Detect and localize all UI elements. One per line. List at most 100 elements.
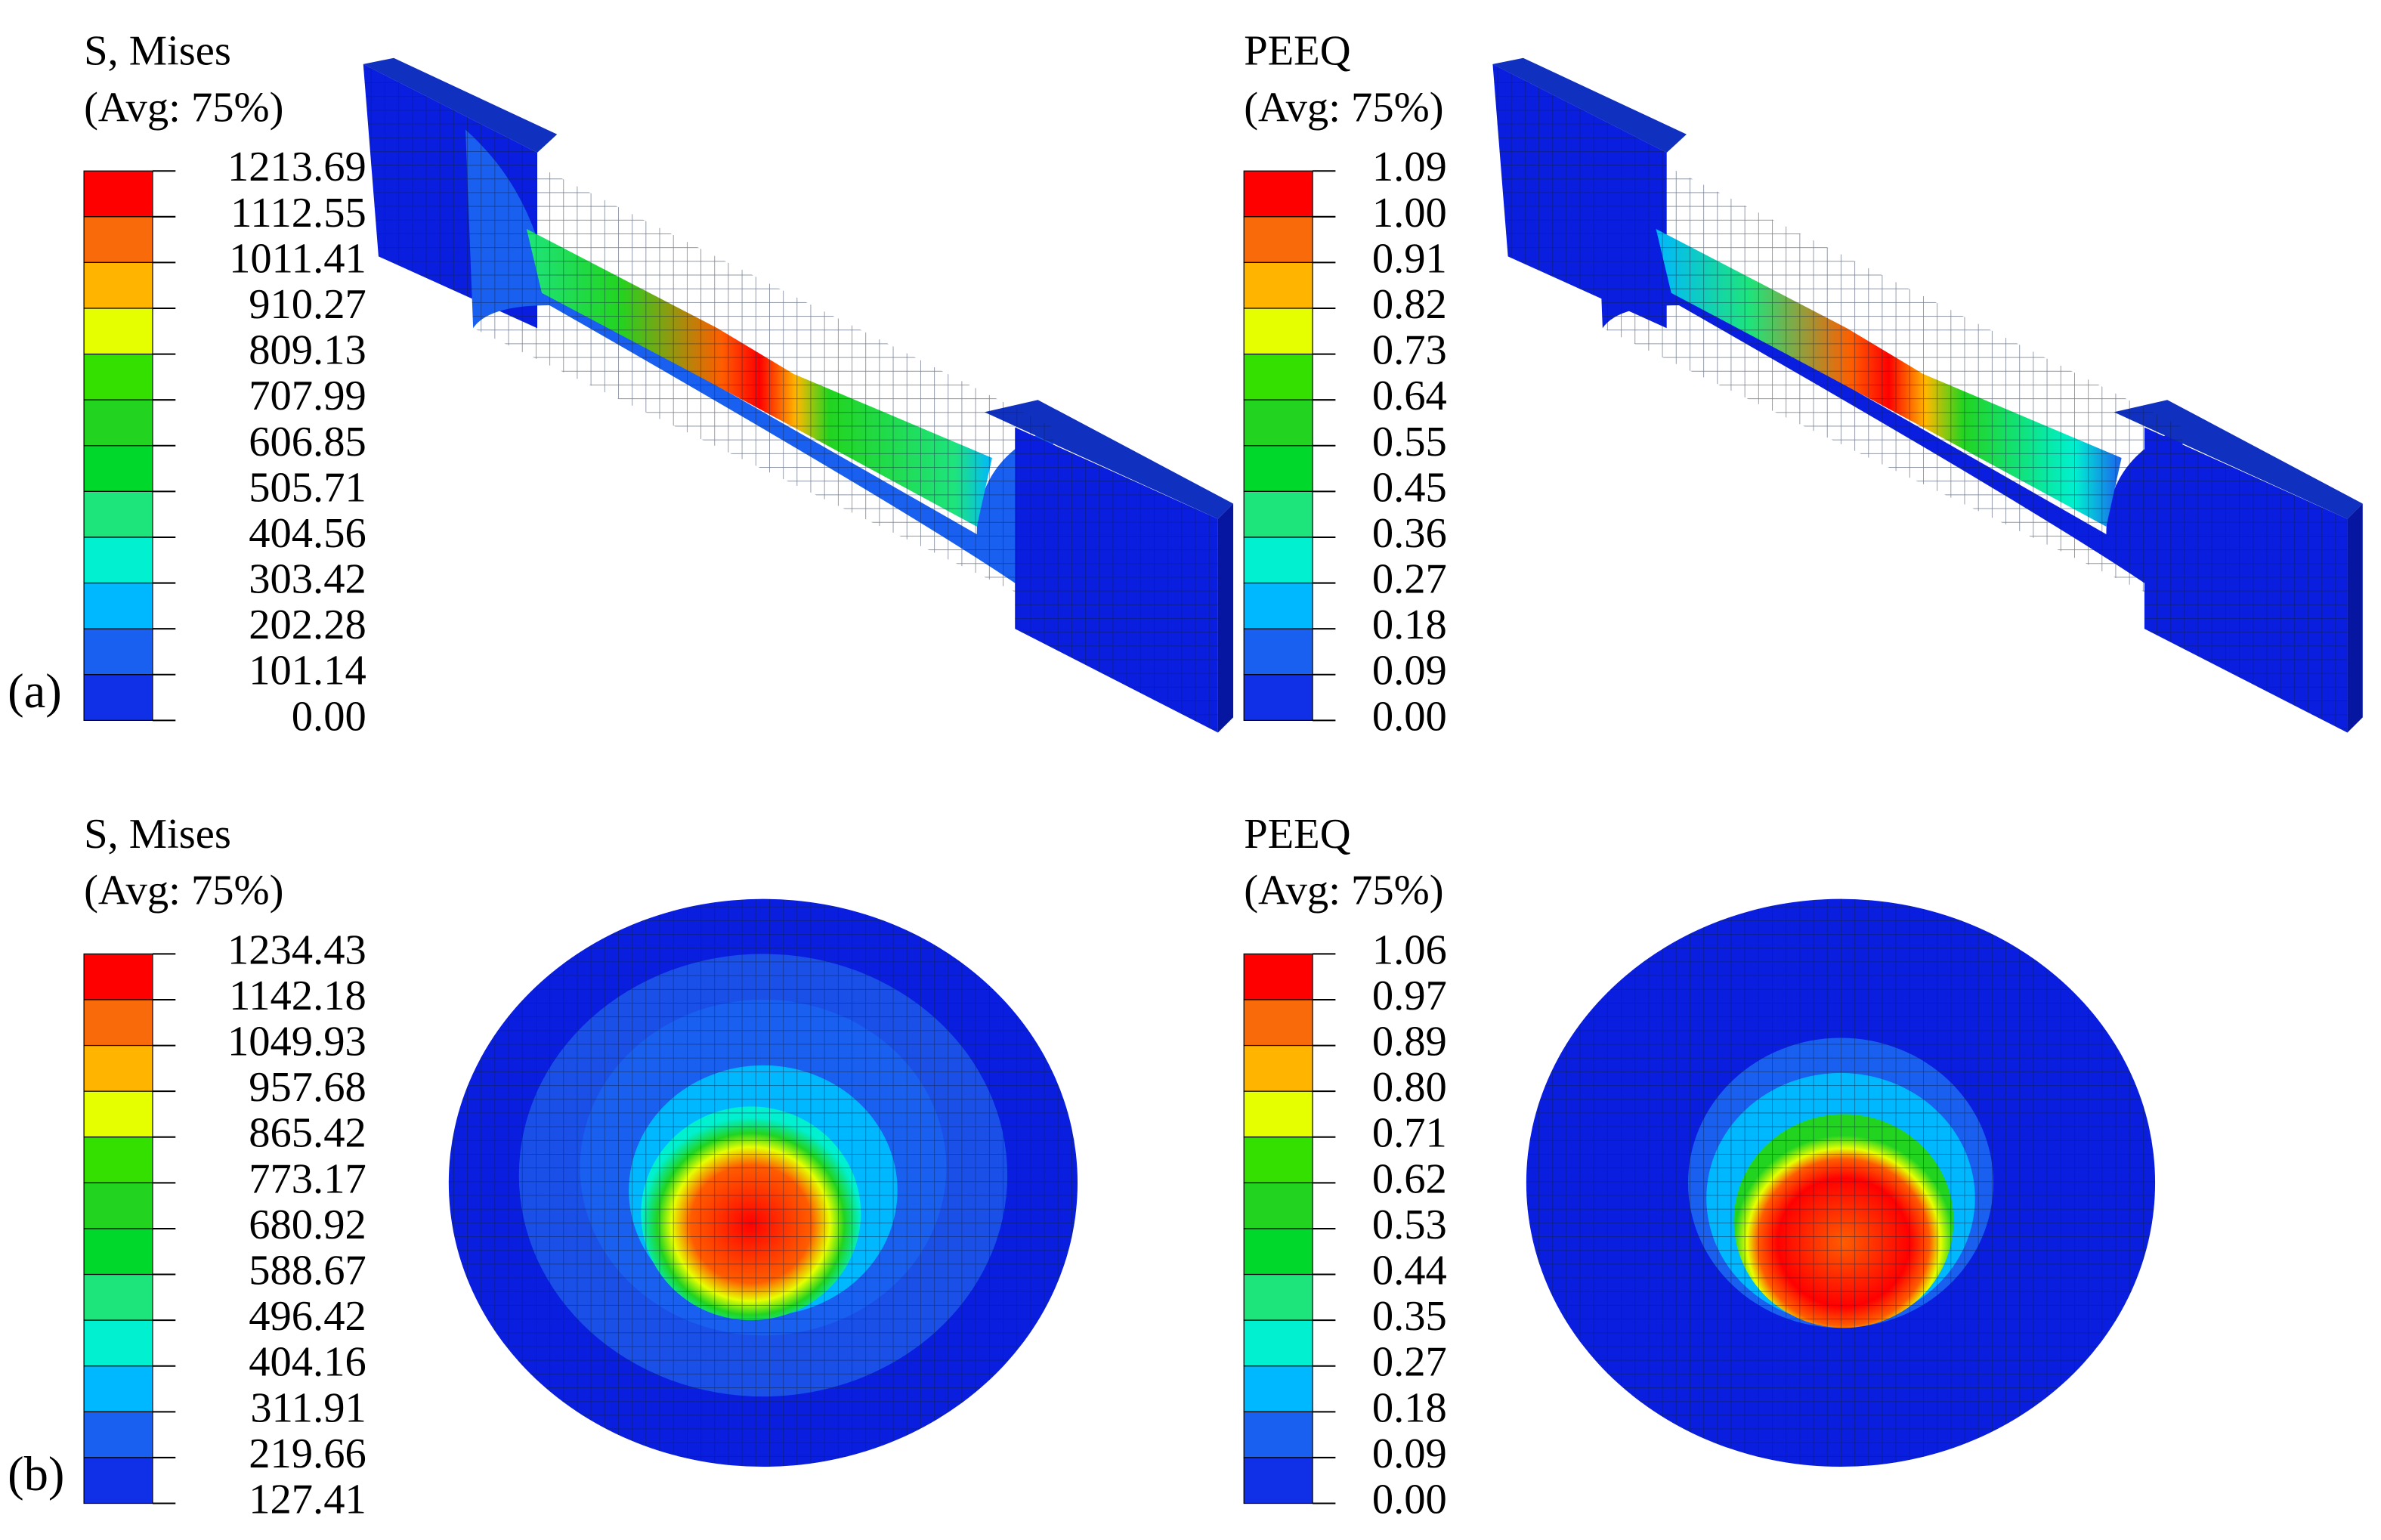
legend-band xyxy=(1243,1090,1313,1138)
legend-label: 0.64 xyxy=(1372,373,1447,419)
legend-band xyxy=(83,628,153,676)
legend-band xyxy=(83,170,153,218)
legend-band xyxy=(1243,1044,1313,1092)
legend-label: 0.18 xyxy=(1372,601,1447,648)
legend-subtitle: (Avg: 75%) xyxy=(1244,867,1443,914)
legend-band xyxy=(83,582,153,629)
legend-title: PEEQ xyxy=(1244,811,1350,858)
legend-label: 588.67 xyxy=(249,1248,366,1294)
legend-band xyxy=(83,1228,153,1276)
legend-label: 0.82 xyxy=(1372,281,1447,328)
panel-label: (a) xyxy=(8,663,62,718)
legend-label: 404.56 xyxy=(249,510,366,557)
legend-band xyxy=(83,1136,153,1183)
legend-label: 1049.93 xyxy=(227,1019,366,1065)
specimen-mises xyxy=(363,57,1234,733)
legend-band xyxy=(1243,1411,1313,1458)
legend-band xyxy=(83,1319,153,1367)
legend-band xyxy=(1243,1365,1313,1412)
legend-label: 0.73 xyxy=(1372,327,1447,374)
legend-label: 0.55 xyxy=(1372,419,1447,465)
legend-label: 303.42 xyxy=(249,556,366,603)
legend-subtitle: (Avg: 75%) xyxy=(84,84,283,131)
legend-label: 311.91 xyxy=(250,1384,366,1431)
legend-band xyxy=(1243,953,1313,1000)
legend-band xyxy=(83,490,153,538)
legend-band xyxy=(83,1365,153,1412)
legend-label: 505.71 xyxy=(249,464,366,511)
legend-label: 0.44 xyxy=(1372,1248,1447,1294)
cup-mises xyxy=(448,898,1078,1467)
legend-label: 127.41 xyxy=(249,1477,366,1523)
legend-band xyxy=(83,1411,153,1458)
legend-title: S, Mises xyxy=(84,811,231,858)
legend-label: 0.00 xyxy=(292,693,366,740)
legend-label: 0.71 xyxy=(1372,1110,1447,1157)
legend-subtitle: (Avg: 75%) xyxy=(1244,84,1443,131)
legend-band xyxy=(1243,399,1313,447)
legend-band xyxy=(83,953,153,1000)
legend-label: 0.00 xyxy=(1372,1477,1447,1523)
legend-label: 0.27 xyxy=(1372,1339,1447,1386)
legend-band xyxy=(1243,1136,1313,1183)
legend-band xyxy=(83,308,153,355)
legend-band xyxy=(1243,1273,1313,1321)
legend-band xyxy=(83,674,153,721)
legend-subtitle: (Avg: 75%) xyxy=(84,867,283,914)
legend-label: 0.89 xyxy=(1372,1019,1447,1065)
legend-label: 0.97 xyxy=(1372,973,1447,1019)
legend-label: 707.99 xyxy=(249,373,366,419)
legend-label: 404.16 xyxy=(249,1339,366,1386)
legend-label: 202.28 xyxy=(249,601,366,648)
legend-band xyxy=(1243,674,1313,721)
legend-label: 910.27 xyxy=(249,281,366,328)
legend-label: 957.68 xyxy=(249,1064,366,1111)
cup-peeq xyxy=(1526,898,2156,1467)
legend-band xyxy=(1243,261,1313,309)
legend-label: 0.53 xyxy=(1372,1201,1447,1248)
legend-band xyxy=(83,1273,153,1321)
legend-label: 773.17 xyxy=(249,1155,366,1202)
legend-label: 496.42 xyxy=(249,1293,366,1340)
legend-band xyxy=(83,537,153,584)
legend-label: 1142.18 xyxy=(229,973,366,1019)
legend-label: 1213.69 xyxy=(227,144,366,190)
panel-label: (b) xyxy=(8,1446,64,1501)
legend-band xyxy=(1243,216,1313,264)
legend-label: 101.14 xyxy=(249,648,366,694)
legend-label: 0.27 xyxy=(1372,556,1447,603)
legend-title: PEEQ xyxy=(1244,28,1350,75)
legend-band xyxy=(1243,1182,1313,1229)
legend-band xyxy=(1243,582,1313,629)
legend-band xyxy=(1243,170,1313,218)
legend-band xyxy=(1243,353,1313,400)
legend-band xyxy=(83,353,153,400)
legend-label: 1112.55 xyxy=(230,190,366,237)
specimen-peeq xyxy=(1492,57,2363,733)
legend-band xyxy=(83,399,153,447)
legend-band xyxy=(1243,999,1313,1047)
legend-label: 0.00 xyxy=(1372,693,1447,740)
legend-label: 1.00 xyxy=(1372,190,1447,237)
legend-label: 0.09 xyxy=(1372,648,1447,694)
legend-label: 0.91 xyxy=(1372,235,1447,282)
legend-label: 219.66 xyxy=(249,1430,366,1477)
legend-band xyxy=(83,216,153,264)
legend-label: 1234.43 xyxy=(227,926,366,973)
legend-label: 1.09 xyxy=(1372,144,1447,190)
legend-label: 0.62 xyxy=(1372,1155,1447,1202)
legend-band xyxy=(83,999,153,1047)
legend-band xyxy=(1243,628,1313,676)
legend-label: 0.09 xyxy=(1372,1430,1447,1477)
legend-band xyxy=(1243,490,1313,538)
legend-label: 1011.41 xyxy=(229,235,366,282)
legend-label: 0.80 xyxy=(1372,1064,1447,1111)
legend-label: 0.45 xyxy=(1372,464,1447,511)
legend-band xyxy=(83,261,153,309)
legend-band xyxy=(1243,445,1313,492)
legend-band xyxy=(1243,537,1313,584)
legend-label: 1.06 xyxy=(1372,926,1447,973)
legend-label: 680.92 xyxy=(249,1201,366,1248)
